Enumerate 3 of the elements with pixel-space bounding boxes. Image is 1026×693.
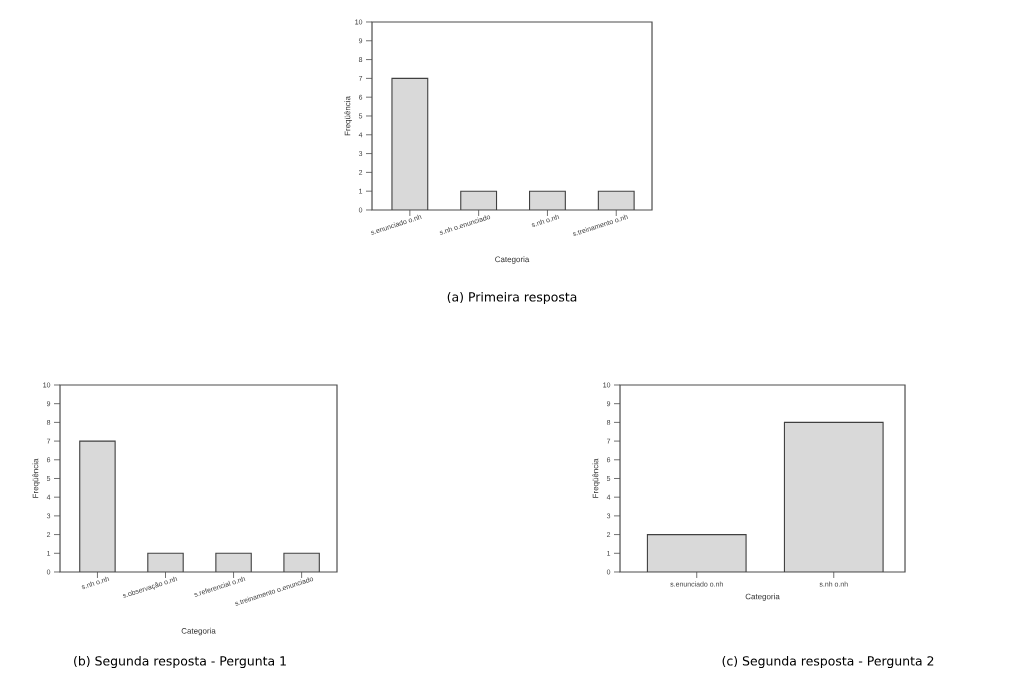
text: (a) Primeira resposta xyxy=(447,291,577,305)
text: (c) Segunda resposta - Pergunta 2 xyxy=(722,655,934,669)
text: (b) Segunda resposta - Pergunta 1 xyxy=(74,655,286,669)
